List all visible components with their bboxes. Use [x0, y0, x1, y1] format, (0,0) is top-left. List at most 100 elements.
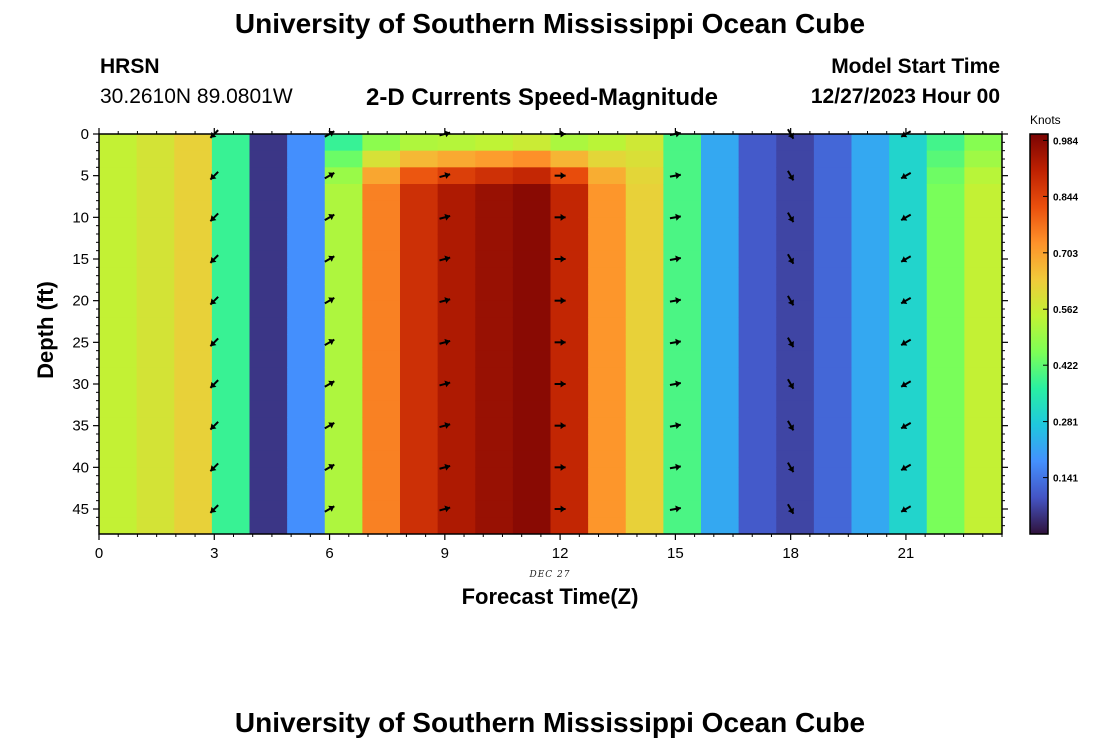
heatmap-cell: [324, 350, 363, 368]
current-vector: [209, 379, 219, 389]
heatmap-cell: [926, 250, 965, 268]
heatmap-cell: [324, 250, 363, 268]
heatmap-cell: [211, 267, 250, 285]
heatmap-cell: [588, 500, 627, 518]
chart-subtitle: 2-D Currents Speed-Magnitude: [366, 84, 719, 111]
heatmap-cell: [926, 284, 965, 302]
current-vector: [554, 422, 566, 430]
current-vector: [209, 254, 219, 264]
heatmap-cell: [400, 434, 439, 452]
heatmap-cell: [776, 484, 815, 502]
heatmap-cell: [287, 184, 326, 202]
heatmap-cell: [889, 450, 928, 468]
heatmap-cell: [964, 367, 1003, 385]
heatmap-cell: [437, 184, 476, 202]
heatmap-cell: [701, 500, 740, 518]
heatmap-cell: [99, 234, 138, 252]
heatmap-cell: [851, 150, 890, 168]
heatmap-cell: [512, 317, 551, 335]
heatmap-cell: [964, 450, 1003, 468]
heatmap-cell: [776, 450, 815, 468]
heatmap-cell: [287, 517, 326, 535]
heatmap-cell: [738, 384, 777, 402]
heatmap-cell: [174, 434, 213, 452]
heatmap-cell: [99, 284, 138, 302]
heatmap-cell: [776, 150, 815, 168]
heatmap-cell: [174, 167, 213, 185]
heatmap-cell: [889, 250, 928, 268]
current-vector: [324, 463, 335, 471]
heatmap-cell: [287, 484, 326, 502]
heatmap-cell: [174, 234, 213, 252]
heatmap-cell: [964, 300, 1003, 318]
heatmap-cell: [174, 250, 213, 268]
heatmap-cell: [211, 200, 250, 218]
heatmap-cell: [889, 350, 928, 368]
heatmap-cell: [400, 217, 439, 235]
heatmap-cell: [964, 267, 1003, 285]
heatmap-cell: [512, 467, 551, 485]
heatmap-cell: [776, 300, 815, 318]
heatmap-cell: [475, 450, 514, 468]
current-vector: [439, 338, 451, 346]
heatmap-cell: [889, 500, 928, 518]
heatmap-cell: [889, 284, 928, 302]
heatmap-cell: [249, 450, 288, 468]
heatmap-cell: [701, 367, 740, 385]
y-axis-ticks: 0 5 10 15 20 25 30 35 40 45: [72, 126, 1008, 527]
heatmap-cell: [287, 400, 326, 418]
heatmap-cell: [663, 234, 702, 252]
heatmap-cell: [211, 434, 250, 452]
heatmap-cell: [475, 200, 514, 218]
heatmap-cell: [400, 484, 439, 502]
heatmap-cell: [663, 350, 702, 368]
colorbar-tick-label: 0.984: [1053, 136, 1078, 147]
heatmap-cell: [625, 450, 664, 468]
heatmap-cell: [437, 150, 476, 168]
heatmap-cell: [249, 234, 288, 252]
heatmap-cell: [99, 384, 138, 402]
heatmap-cell: [701, 350, 740, 368]
heatmap-cell: [362, 517, 401, 535]
heatmap-cell: [926, 517, 965, 535]
current-vector: [787, 462, 795, 473]
heatmap-cell: [588, 150, 627, 168]
heatmap-cell: [136, 350, 175, 368]
heatmap-cell: [437, 250, 476, 268]
heatmap-cell: [437, 167, 476, 185]
heatmap-cell: [663, 317, 702, 335]
colorbar-tick-label: 0.844: [1053, 192, 1078, 203]
heatmap-cell: [512, 450, 551, 468]
heatmap-cell: [136, 250, 175, 268]
heatmap-cell: [136, 234, 175, 252]
heatmap-cell: [738, 284, 777, 302]
heatmap-cell: [813, 250, 852, 268]
heatmap-cell: [99, 434, 138, 452]
heatmap-cell: [174, 484, 213, 502]
heatmap-cell: [889, 217, 928, 235]
heatmap-cell: [663, 167, 702, 185]
heatmap-cell: [324, 367, 363, 385]
heatmap-cell: [926, 317, 965, 335]
heatmap-cell: [136, 400, 175, 418]
y-tick-label: 45: [72, 501, 89, 518]
heatmap-cell: [211, 284, 250, 302]
heatmap-cell: [851, 134, 890, 152]
heatmap-cell: [701, 400, 740, 418]
heatmap-cell: [437, 134, 476, 152]
heatmap-cell: [926, 200, 965, 218]
heatmap-cell: [701, 467, 740, 485]
colorbar-tick-label: 0.141: [1053, 474, 1078, 485]
heatmap-cell: [588, 467, 627, 485]
heatmap-cell: [813, 500, 852, 518]
current-vector: [554, 172, 566, 180]
heatmap-cell: [211, 500, 250, 518]
heatmap-cell: [588, 317, 627, 335]
heatmap-cell: [550, 434, 589, 452]
heatmap-cell: [362, 250, 401, 268]
heatmap-cell: [964, 417, 1003, 435]
heatmap-cell: [776, 250, 815, 268]
current-vector: [900, 338, 912, 346]
heatmap-cell: [964, 334, 1003, 352]
heatmap-cell: [926, 384, 965, 402]
